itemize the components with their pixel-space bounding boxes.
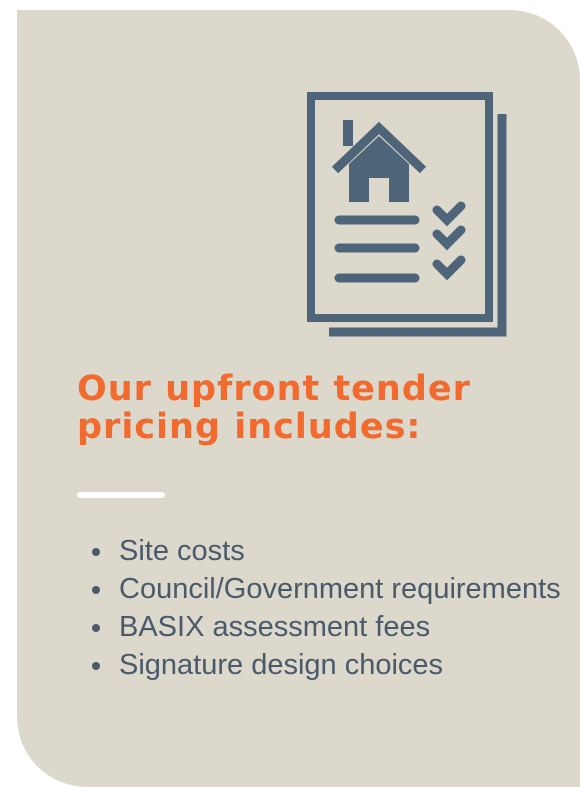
- list-item: BASIX assessment fees: [115, 608, 580, 646]
- list-item: Site costs: [115, 532, 580, 570]
- card: Our upfront tender pricing includes: Sit…: [17, 10, 580, 787]
- divider: [77, 492, 165, 498]
- heading: Our upfront tender pricing includes:: [77, 369, 471, 447]
- item-list: Site costsCouncil/Government requirement…: [77, 532, 580, 684]
- list-item: Council/Government requirements: [115, 570, 580, 608]
- list-item: Signature design choices: [115, 646, 580, 684]
- document-icon: [307, 92, 507, 337]
